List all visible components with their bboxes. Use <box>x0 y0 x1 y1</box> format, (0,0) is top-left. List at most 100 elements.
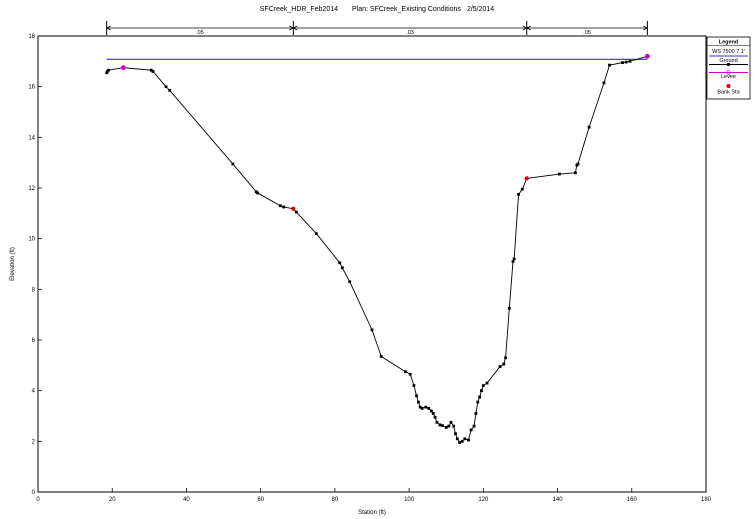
ground-point <box>576 162 580 166</box>
ground-point <box>502 362 506 366</box>
ground-point <box>498 365 502 368</box>
ground-point <box>435 420 439 424</box>
ground-point <box>463 437 467 441</box>
ground-line <box>106 55 648 444</box>
ground-point <box>587 125 591 129</box>
ground-point <box>338 261 342 265</box>
legend-swatch-levee-marker <box>726 70 731 75</box>
y-axis-label: Elevation (ft) <box>10 247 16 281</box>
ground-point <box>431 412 435 415</box>
ground-point <box>416 400 420 404</box>
ground-point <box>429 409 433 413</box>
ground-point <box>476 400 480 404</box>
ground-point <box>256 191 260 195</box>
ground-point <box>404 370 407 374</box>
legend-label-bank: Bank Sta <box>717 90 740 96</box>
ground-point <box>455 437 459 441</box>
ground-point <box>517 192 520 196</box>
ground-point <box>558 172 561 176</box>
legend-title: Legend <box>719 40 739 46</box>
ground-point <box>379 355 383 358</box>
legend-label-ground: Ground <box>719 58 737 64</box>
y-tick-label: 12 <box>28 186 35 192</box>
x-tick-label: 140 <box>553 497 564 503</box>
legend-label-ws: WS 7500 7.1' <box>712 49 745 55</box>
ground-point <box>628 59 632 63</box>
ground-point <box>485 381 489 385</box>
title-date: 2/5/2014 <box>467 6 494 13</box>
ground-point <box>415 394 418 398</box>
bank-station-point <box>524 176 529 181</box>
ground-point <box>438 423 442 427</box>
y-tick-label: 16 <box>28 85 35 91</box>
x-tick-label: 160 <box>627 497 638 503</box>
ground-point <box>602 81 606 85</box>
n-value-label: .05 <box>583 30 591 36</box>
x-axis-label: Station (ft) <box>358 510 386 516</box>
title-project: SFCreek_HDR_Feb2014 <box>260 6 338 13</box>
series-layer <box>105 53 650 444</box>
x-tick-label: 20 <box>109 497 116 503</box>
x-tick-label: 100 <box>404 497 415 503</box>
axis-ticks: 0 20 40 60 80 100 120 140 160 180 0 2 4 6 8 10 12 14 16 18 <box>28 34 711 503</box>
y-tick-label: 8 <box>32 287 36 293</box>
ground-point <box>624 60 628 64</box>
ground-point <box>433 415 437 419</box>
ground-point <box>511 260 515 263</box>
legend-swatch-ground-marker <box>727 63 730 66</box>
x-tick-label: 120 <box>478 497 489 503</box>
legend-box <box>706 36 751 100</box>
n-value-label: .05 <box>196 30 204 36</box>
ground-point <box>478 395 482 399</box>
x-tick-label: 40 <box>183 497 190 503</box>
legend-entries: WS 7500 7.1' Ground Levee Bank Sta <box>709 49 748 96</box>
x-tick-label: 60 <box>257 497 264 503</box>
ground-point <box>512 257 516 261</box>
ground-point <box>231 162 235 166</box>
ground-point <box>418 405 422 409</box>
ground-point <box>348 280 352 284</box>
ground-point <box>447 424 451 428</box>
n-value-label: .03 <box>406 30 414 36</box>
ground-point <box>573 171 577 175</box>
levee-point <box>120 65 126 71</box>
ground-point <box>460 439 464 443</box>
y-tick-label: 2 <box>32 439 36 445</box>
ground-point <box>449 420 453 424</box>
legend-swatch-bank <box>726 84 731 88</box>
y-tick-label: 0 <box>32 490 36 496</box>
ground-point <box>504 356 507 360</box>
ground-point <box>507 306 511 310</box>
ground-point <box>168 89 172 92</box>
x-tick-label: 80 <box>332 497 339 503</box>
ground-point <box>340 266 344 270</box>
n-values-bar: .05 .03 .05 <box>105 21 649 36</box>
ground-point <box>164 85 168 89</box>
x-tick-label: 180 <box>701 497 712 503</box>
ground-point <box>480 389 483 393</box>
x-tick-label: 0 <box>36 497 40 503</box>
ground-point <box>370 328 374 332</box>
ground-point <box>408 372 412 376</box>
ground-point <box>520 187 524 191</box>
ground-point <box>454 432 457 436</box>
ground-point <box>444 426 448 429</box>
legend: Legend WS 7500 7.1' Ground Levee Bank Sta <box>706 36 751 100</box>
ground-point <box>314 232 318 235</box>
ground-point <box>420 407 424 410</box>
ground-point <box>424 405 428 409</box>
ground-point <box>621 61 624 64</box>
ground-point <box>458 441 461 444</box>
y-tick-label: 6 <box>32 338 36 344</box>
y-tick-label: 10 <box>28 237 35 243</box>
ground-point <box>278 204 282 208</box>
ground-point <box>149 68 153 72</box>
levee-point <box>644 53 650 59</box>
ground-point <box>294 210 298 214</box>
ground-point <box>474 412 478 415</box>
ground-point <box>452 424 456 428</box>
ground-point <box>107 68 110 72</box>
ground-point <box>472 424 476 428</box>
bank-station-point <box>291 206 296 211</box>
